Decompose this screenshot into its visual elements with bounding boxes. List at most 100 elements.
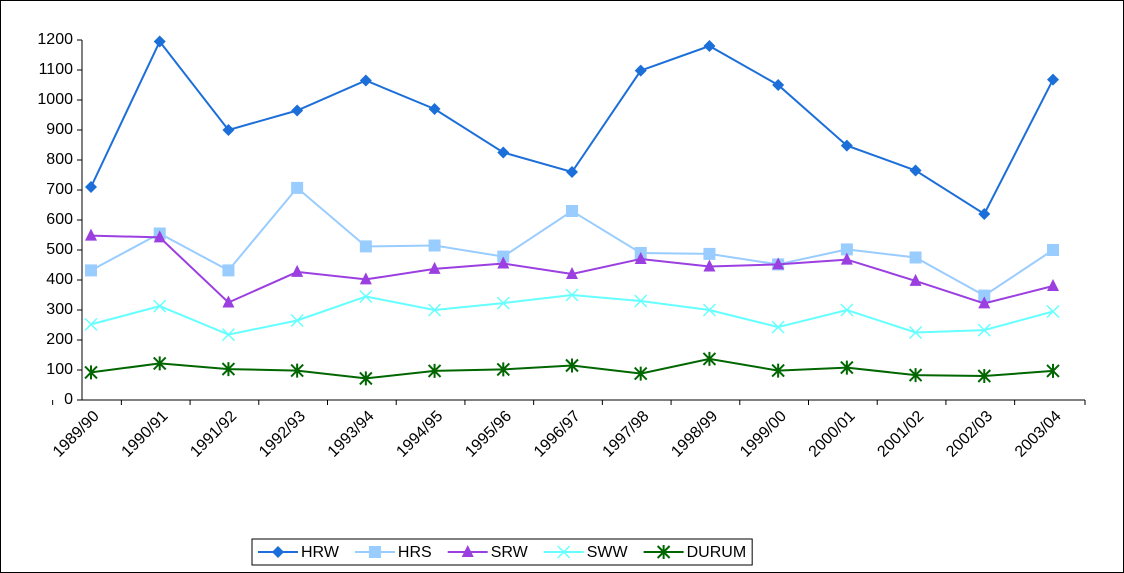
- marker-shape: [359, 272, 372, 285]
- marker-shape: [428, 103, 441, 115]
- marker-shape: [291, 264, 304, 277]
- marker: [771, 363, 785, 378]
- marker-shape: [703, 259, 716, 272]
- marker: [222, 295, 235, 308]
- marker: [978, 296, 991, 309]
- marker-shape: [359, 371, 373, 386]
- marker: [977, 323, 991, 337]
- marker: [428, 239, 441, 252]
- marker-shape: [978, 289, 991, 302]
- marker-shape: [359, 240, 372, 253]
- marker-shape: [772, 79, 785, 91]
- legend-label: SWW: [587, 544, 629, 561]
- marker-shape: [272, 546, 284, 558]
- marker: [566, 205, 578, 217]
- marker-shape: [557, 545, 571, 559]
- marker-shape: [703, 40, 716, 52]
- marker: [565, 358, 579, 373]
- marker: [359, 272, 372, 285]
- legend-label: HRW: [301, 544, 340, 561]
- marker: [840, 303, 854, 317]
- marker-shape: [565, 288, 579, 302]
- marker-shape: [290, 313, 304, 328]
- marker-shape: [221, 362, 236, 377]
- marker-shape: [359, 74, 372, 87]
- marker: [634, 252, 647, 264]
- marker: [222, 124, 235, 136]
- marker-shape: [702, 351, 717, 366]
- marker-shape: [771, 320, 785, 334]
- marker-shape: [427, 363, 442, 378]
- marker: [702, 303, 716, 317]
- marker: [291, 104, 304, 117]
- marker-shape: [634, 294, 648, 308]
- y-tick-label: 700: [46, 181, 73, 198]
- marker: [359, 371, 373, 386]
- marker-shape: [909, 164, 922, 177]
- marker: [771, 320, 785, 334]
- marker: [909, 325, 923, 340]
- marker-shape: [840, 360, 854, 375]
- marker: [291, 181, 304, 194]
- marker-shape: [771, 363, 785, 378]
- marker-shape: [703, 247, 716, 260]
- marker: [153, 299, 167, 313]
- marker: [840, 139, 853, 152]
- marker: [428, 103, 441, 115]
- marker-shape: [656, 545, 671, 559]
- marker: [85, 264, 97, 277]
- y-tick-label: 1000: [37, 91, 73, 108]
- marker-shape: [461, 545, 474, 557]
- marker: [840, 252, 853, 265]
- y-tick-label: 900: [46, 121, 73, 138]
- marker-shape: [908, 368, 923, 383]
- legend-label: HRS: [398, 544, 432, 561]
- marker-shape: [497, 146, 510, 159]
- marker-shape: [221, 328, 235, 342]
- marker: [153, 356, 167, 371]
- marker-shape: [566, 267, 578, 279]
- marker-shape: [634, 252, 647, 264]
- marker-shape: [565, 358, 579, 373]
- marker: [565, 288, 579, 302]
- marker-shape: [840, 243, 853, 256]
- marker: [978, 208, 991, 220]
- marker-shape: [909, 325, 923, 340]
- marker: [496, 296, 510, 310]
- marker: [1046, 304, 1060, 319]
- marker-shape: [368, 546, 381, 558]
- marker-shape: [772, 257, 785, 270]
- marker: [772, 79, 785, 91]
- legend-label: DURUM: [687, 544, 747, 561]
- marker-shape: [566, 205, 578, 217]
- marker-shape: [496, 362, 510, 377]
- legend: HRW HRS SRW SWW DURUM: [251, 538, 753, 566]
- marker: [290, 363, 304, 378]
- marker: [566, 166, 578, 178]
- marker: [908, 368, 923, 383]
- marker: [909, 273, 922, 286]
- marker-shape: [977, 369, 991, 383]
- marker-shape: [702, 303, 716, 317]
- marker-shape: [978, 208, 991, 220]
- marker: [978, 289, 991, 302]
- marker: [497, 146, 510, 159]
- marker-shape: [291, 181, 304, 194]
- marker: [909, 164, 922, 177]
- marker-shape: [1046, 304, 1060, 319]
- y-tick-label: 100: [46, 361, 73, 378]
- marker: [291, 264, 304, 277]
- marker-shape: [1046, 363, 1060, 378]
- marker-shape: [840, 252, 853, 265]
- marker: [85, 181, 97, 193]
- marker: [221, 328, 235, 342]
- marker: [703, 247, 716, 260]
- marker: [634, 64, 647, 77]
- marker-shape: [977, 323, 991, 337]
- y-tick-label: 800: [46, 151, 73, 168]
- marker: [359, 74, 372, 87]
- marker-shape: [291, 104, 304, 117]
- marker-shape: [85, 228, 97, 241]
- marker-shape: [978, 296, 991, 309]
